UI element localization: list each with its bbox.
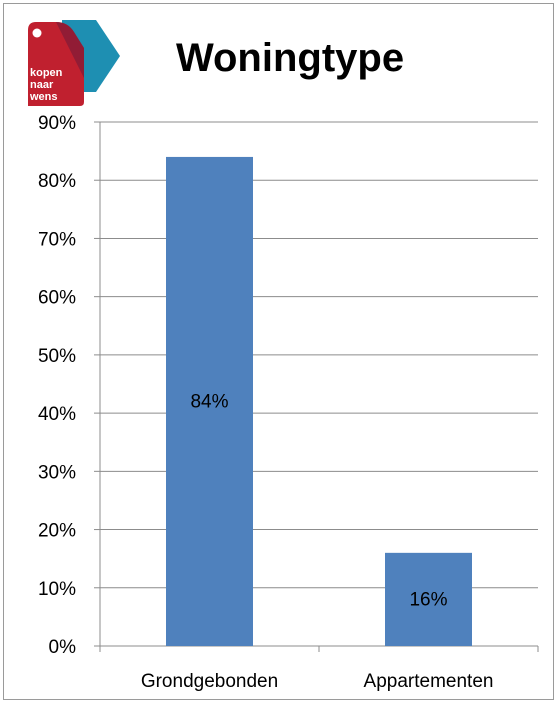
y-tick-label-80: 80%: [38, 171, 76, 192]
x-category-label-0: Grondgebonden: [141, 671, 278, 692]
x-category-label-1: Appartementen: [364, 671, 494, 692]
kopen-naar-wens-logo: kopen naar wens: [28, 20, 120, 106]
bar-value-label-1: 16%: [409, 589, 447, 610]
y-tick-label-0: 0%: [49, 637, 77, 658]
logo-text-line3: wens: [29, 91, 58, 103]
y-tick-label-20: 20%: [38, 521, 76, 542]
y-tick-label-60: 60%: [38, 288, 76, 309]
bar-0: [166, 156, 253, 646]
y-tick-label-90: 90%: [38, 113, 76, 134]
y-tick-label-50: 50%: [38, 346, 76, 367]
logo-text-line1: kopen: [30, 67, 63, 79]
y-tick-label-10: 10%: [38, 579, 76, 600]
chart-title: Woningtype: [175, 36, 405, 80]
y-tick-label-40: 40%: [38, 404, 76, 425]
logo-tag-red: [28, 22, 84, 106]
bar-1: [385, 552, 472, 646]
logo-text-line2: naar: [30, 79, 54, 91]
y-tick-label-30: 30%: [38, 462, 76, 483]
y-tick-label-70: 70%: [38, 229, 76, 250]
bar-value-label-0: 84%: [190, 391, 228, 412]
